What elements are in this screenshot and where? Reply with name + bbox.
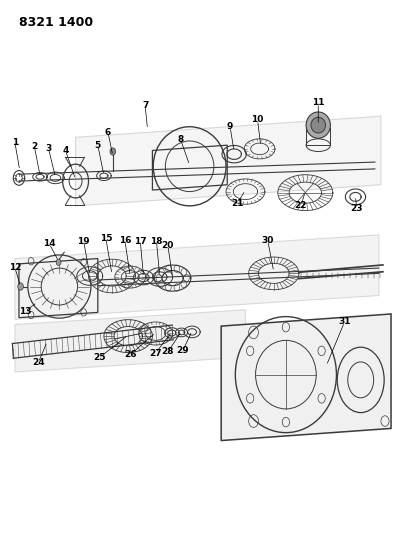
Text: 5: 5 (94, 141, 101, 150)
Text: 8: 8 (177, 135, 183, 144)
Polygon shape (15, 310, 245, 372)
Ellipse shape (56, 259, 61, 265)
Text: 26: 26 (124, 350, 137, 359)
Text: 18: 18 (150, 237, 162, 246)
Text: 14: 14 (43, 239, 56, 248)
Polygon shape (19, 259, 98, 318)
Text: 8321 1400: 8321 1400 (19, 16, 93, 29)
Text: 11: 11 (311, 99, 324, 108)
Polygon shape (15, 235, 378, 319)
Text: 6: 6 (105, 127, 111, 136)
Ellipse shape (110, 148, 115, 155)
Text: 21: 21 (231, 199, 243, 208)
Ellipse shape (18, 283, 23, 290)
Text: 1: 1 (12, 138, 18, 147)
Polygon shape (75, 116, 380, 206)
Text: 13: 13 (19, 307, 31, 316)
Ellipse shape (306, 112, 330, 139)
Text: 30: 30 (261, 236, 273, 245)
Text: 9: 9 (226, 122, 233, 131)
Text: 10: 10 (251, 115, 263, 124)
Text: 24: 24 (32, 358, 45, 367)
Text: 15: 15 (99, 234, 112, 243)
Ellipse shape (310, 117, 325, 133)
Text: 16: 16 (118, 236, 131, 245)
Text: 28: 28 (161, 348, 173, 357)
Text: 19: 19 (77, 237, 90, 246)
Text: 27: 27 (149, 349, 162, 358)
Text: 17: 17 (134, 237, 146, 246)
Text: 23: 23 (350, 204, 362, 213)
Text: 3: 3 (45, 144, 52, 153)
Text: 2: 2 (31, 142, 37, 151)
Text: 29: 29 (176, 346, 189, 356)
Text: 4: 4 (62, 146, 68, 155)
Text: 25: 25 (93, 353, 106, 362)
Polygon shape (220, 314, 390, 441)
Text: 20: 20 (161, 241, 173, 250)
Text: 12: 12 (9, 263, 21, 272)
Text: 7: 7 (142, 101, 148, 110)
Text: 22: 22 (294, 201, 306, 211)
Text: 31: 31 (337, 317, 350, 326)
